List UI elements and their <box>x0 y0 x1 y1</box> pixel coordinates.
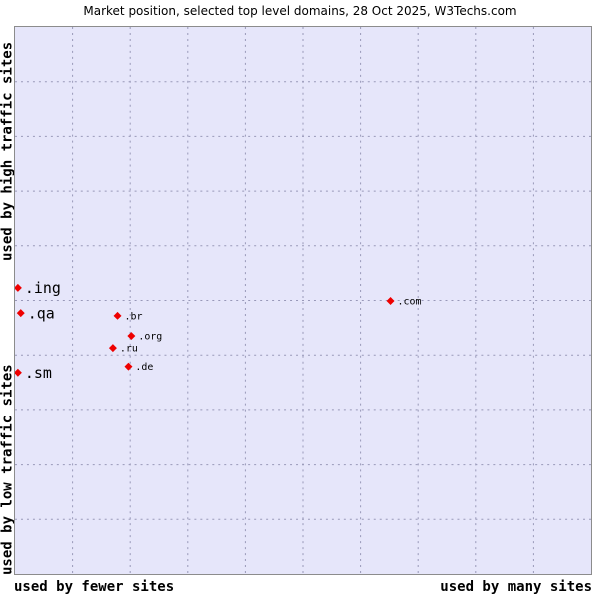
data-point-org[interactable]: .org <box>127 332 162 343</box>
diamond-marker-icon <box>386 297 395 306</box>
point-label: .org <box>138 332 162 343</box>
data-point-de[interactable]: .de <box>124 362 153 373</box>
diamond-marker-icon <box>16 309 25 318</box>
data-point-qa[interactable]: .qa <box>16 304 55 322</box>
data-point-ing[interactable]: .ing <box>15 279 61 297</box>
point-label: .ing <box>25 279 61 297</box>
diamond-marker-icon <box>15 283 22 292</box>
data-point-sm[interactable]: .sm <box>15 364 52 382</box>
point-label: .br <box>125 311 143 322</box>
data-point-com[interactable]: .com <box>386 297 422 308</box>
point-label: .sm <box>25 364 52 382</box>
data-point-ru[interactable]: .ru <box>108 344 138 355</box>
diamond-marker-icon <box>108 344 117 353</box>
point-label: .qa <box>28 304 55 322</box>
point-label: .com <box>398 297 422 308</box>
point-label: .ru <box>120 344 138 355</box>
diamond-marker-icon <box>127 332 136 341</box>
x-axis-label-fewer-sites: used by fewer sites <box>14 579 175 595</box>
diamond-marker-icon <box>124 362 133 371</box>
y-axis-label-low-traffic: used by low traffic sites <box>0 364 16 575</box>
diamond-marker-icon <box>113 311 122 320</box>
data-point-br[interactable]: .br <box>113 311 143 322</box>
y-axis-label-high-traffic: used by high traffic sites <box>0 41 16 261</box>
point-label: .de <box>135 362 153 373</box>
plot-area: .ing .qa .sm .br .org .ru .de .com <box>14 26 592 575</box>
scatter-plot-svg: .ing .qa .sm .br .org.ru .de .com <box>15 27 591 574</box>
x-axis-label-many-sites: used by many sites <box>440 579 592 595</box>
grid-lines <box>15 27 591 574</box>
chart-title: Market position, selected top level doma… <box>83 4 517 18</box>
diamond-marker-icon <box>15 368 22 377</box>
